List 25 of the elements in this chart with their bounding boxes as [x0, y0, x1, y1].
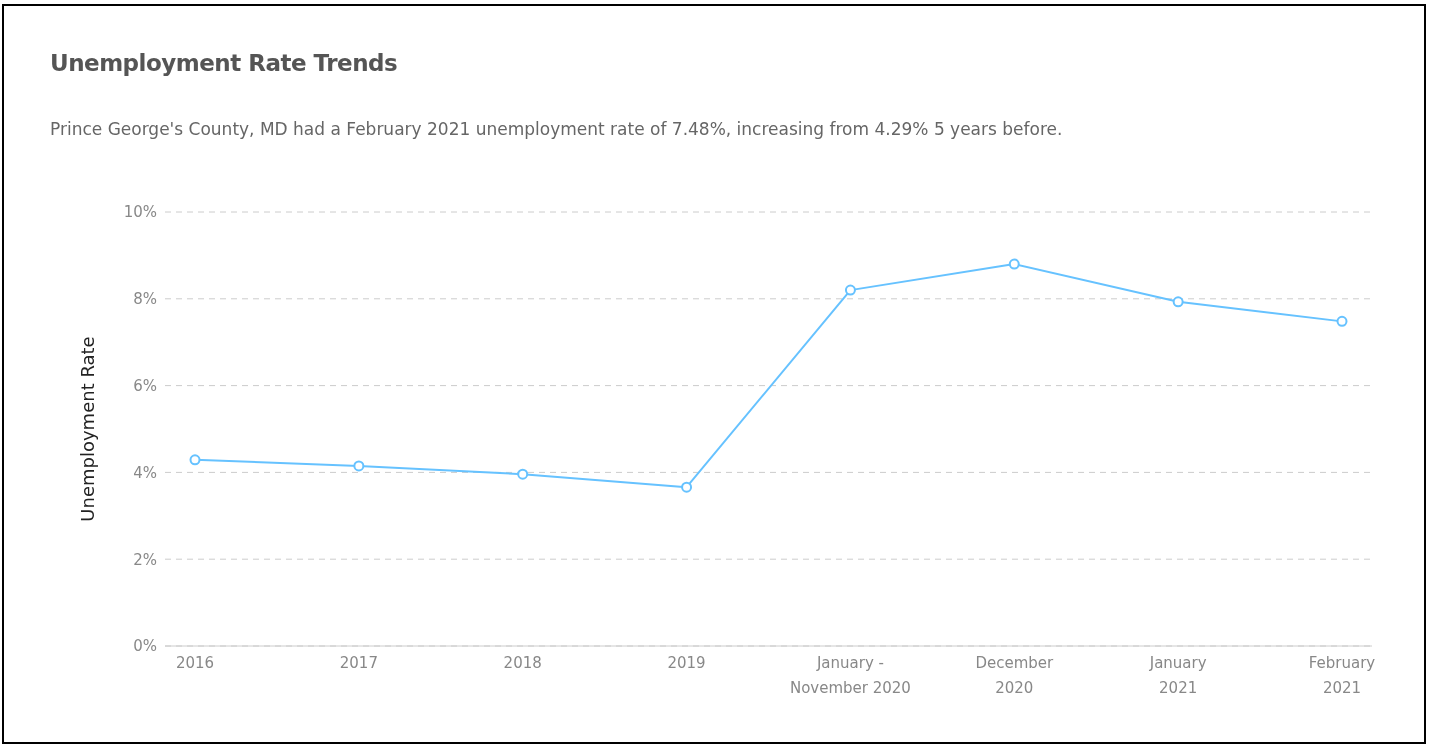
x-tick-label: February 2021 — [1308, 654, 1376, 697]
chart-title: Unemployment Rate Trends — [50, 50, 398, 76]
point — [1008, 258, 1020, 270]
x-tick-label: 2017 — [339, 654, 378, 672]
point — [1172, 296, 1184, 308]
point — [1336, 315, 1348, 327]
x-tick-label: 2016 — [175, 654, 215, 672]
x-tick-label: January 2021 — [1148, 654, 1207, 697]
y-tick-label: 0% — [133, 637, 157, 656]
point — [517, 468, 529, 480]
y-axis-title: Unemployment Rate — [77, 336, 99, 522]
y-tick-label: 8% — [133, 290, 157, 309]
x-tick-label: December 2020 — [975, 654, 1054, 697]
point — [353, 460, 365, 472]
y-tick-label: 2% — [133, 550, 157, 569]
y-tick-label: 4% — [133, 463, 157, 482]
x-tick-label: January - November 2020 — [789, 654, 911, 697]
chart-subtitle: Prince George's County, MD had a February 2021 unemployment rate of 7.48%, increasing from 4.29% 5 years before. — [50, 119, 1063, 139]
point — [844, 284, 856, 296]
point — [189, 454, 201, 466]
x-tick-label: 2018 — [503, 654, 542, 672]
x-tick-label: 2019 — [667, 654, 706, 672]
y-tick-label: 6% — [133, 376, 157, 395]
point — [681, 481, 693, 493]
y-tick-label: 10% — [123, 203, 157, 222]
